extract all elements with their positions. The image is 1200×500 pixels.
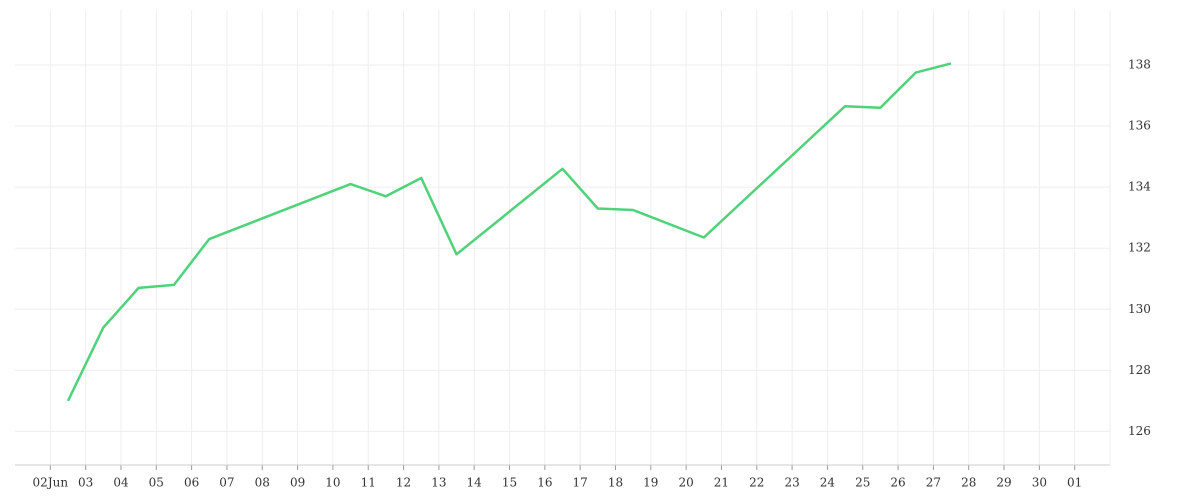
y-tick-label: 136 [1128, 119, 1151, 133]
x-tick-label: 18 [608, 476, 623, 490]
y-tick-label: 126 [1128, 424, 1151, 438]
x-tick-label: 13 [431, 476, 446, 490]
y-tick-label: 134 [1128, 180, 1151, 194]
x-tick-label: 04 [113, 476, 129, 490]
x-tick-label: 11 [361, 476, 376, 490]
x-tick-label: 30 [1032, 476, 1047, 490]
y-tick-label: 138 [1128, 57, 1151, 71]
x-tick-label: 14 [467, 476, 483, 490]
x-tick-label: 29 [996, 476, 1011, 490]
x-tick-label: 02Jun [33, 476, 69, 490]
x-tick-label: 23 [784, 476, 799, 490]
x-tick-label: 12 [396, 476, 411, 490]
x-tick-label: 08 [255, 476, 270, 490]
x-tick-label: 26 [890, 476, 905, 490]
line [66, 62, 952, 402]
x-tick-label: 22 [749, 476, 764, 490]
x-tick-label: 24 [820, 476, 836, 490]
x-tick-label: 16 [537, 476, 552, 490]
x-tick-label: 28 [961, 476, 976, 490]
x-tick-label: 20 [678, 476, 693, 490]
x-tick-label: 07 [219, 476, 234, 490]
x-tick-label: 09 [290, 476, 305, 490]
x-tick-label: 03 [78, 476, 93, 490]
x-tick-label: 17 [573, 476, 588, 490]
x-tick-label: 01 [1067, 476, 1082, 490]
x-tick-label: 27 [926, 476, 941, 490]
x-tick-label: 15 [502, 476, 517, 490]
x-tick-label: 10 [325, 476, 340, 490]
y-tick-label: 130 [1128, 302, 1151, 316]
x-tick-label: 19 [643, 476, 658, 490]
x-tick-label: 05 [149, 476, 164, 490]
x-tick-label: 06 [184, 476, 199, 490]
x-tick-label: 21 [714, 476, 729, 490]
x-tick-label: 25 [855, 476, 870, 490]
y-tick-label: 128 [1128, 363, 1151, 377]
y-tick-label: 132 [1128, 241, 1151, 255]
